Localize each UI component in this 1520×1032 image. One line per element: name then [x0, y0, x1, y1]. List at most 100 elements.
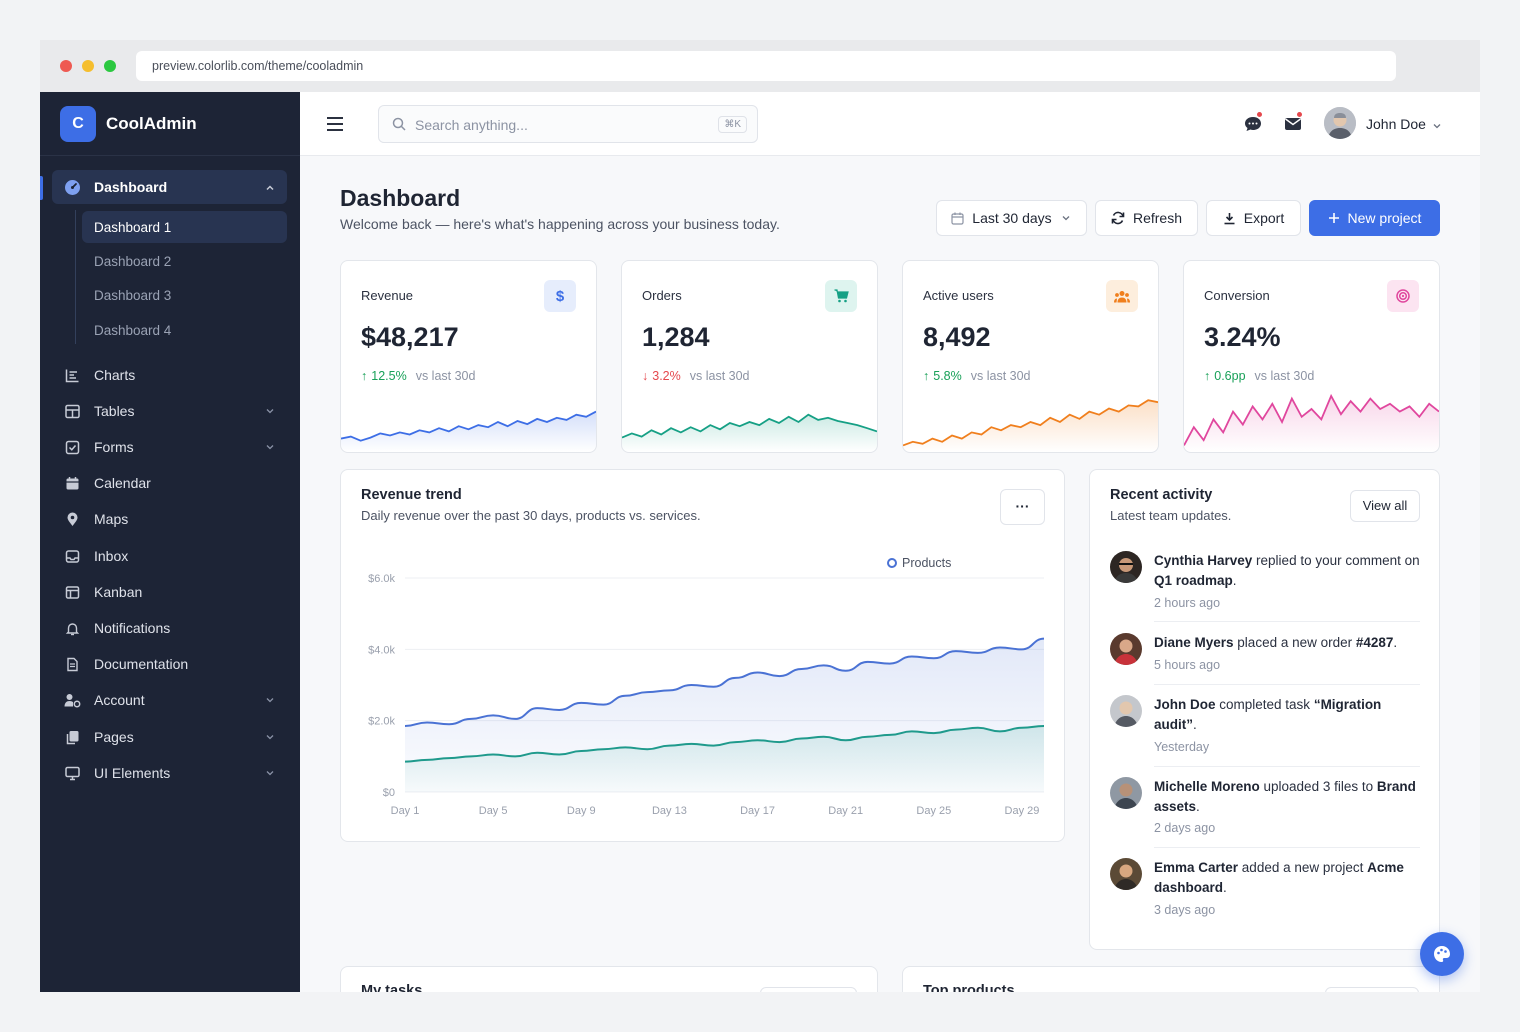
sidebar-item-calendar[interactable]: Calendar — [64, 473, 151, 493]
activity-time: 5 hours ago — [1154, 658, 1221, 672]
card-title: My tasks — [361, 983, 423, 992]
refresh-label: Refresh — [1132, 210, 1183, 226]
chevron-down-icon — [1062, 216, 1070, 221]
close-window-dot[interactable] — [60, 60, 72, 72]
mail-icon[interactable] — [1283, 111, 1303, 134]
user-name[interactable]: John Doe — [1366, 116, 1426, 132]
chevron-down-icon[interactable] — [1432, 121, 1442, 131]
avatar — [1110, 633, 1142, 665]
view-all-button[interactable]: View all — [1350, 490, 1420, 522]
address-bar[interactable]: preview.colorlib.com/theme/cooladmin — [136, 51, 1396, 81]
legend-label: Products — [902, 556, 951, 570]
browser-chrome: preview.colorlib.com/theme/cooladmin — [40, 40, 1480, 92]
stat-delta: ↑ 0.6pp vs last 30d — [1204, 369, 1314, 383]
page-title: Dashboard — [340, 185, 461, 211]
sidebar-item-dashboard-row[interactable]: Dashboard — [64, 177, 167, 197]
delta-value: 12.5% — [371, 369, 407, 383]
export-label: Export — [1243, 210, 1285, 226]
new-project-button[interactable]: New project — [1309, 200, 1440, 236]
brand-name: CoolAdmin — [106, 114, 197, 133]
date-range-select[interactable]: Last 30 days — [936, 200, 1087, 236]
chevron-down-icon[interactable] — [264, 731, 276, 743]
stat-delta: ↓ 3.2% vs last 30d — [642, 369, 750, 383]
sidebar-item-kanban[interactable]: Kanban — [64, 582, 142, 602]
y-tick-label: $6.0k — [368, 573, 395, 585]
chevron-down-icon[interactable] — [264, 405, 276, 417]
divider — [1154, 847, 1420, 848]
chevron-down-icon[interactable] — [264, 767, 276, 779]
series-area — [405, 726, 1044, 792]
x-tick-label: Day 17 — [740, 805, 775, 817]
avatar[interactable] — [1324, 107, 1356, 139]
calendar-icon — [951, 212, 964, 225]
card-action-button[interactable] — [760, 987, 857, 992]
stat-value: 3.24% — [1204, 322, 1281, 352]
sidebar-item-ui-elements[interactable]: UI Elements — [64, 763, 170, 783]
series-line — [404, 725, 1045, 763]
submenu-item-dashboard-1[interactable]: Dashboard 1 — [94, 220, 172, 235]
sidebar-item-inbox[interactable]: Inbox — [64, 546, 128, 566]
chevron-up-icon[interactable] — [264, 182, 276, 194]
sparkline — [1184, 393, 1439, 452]
card-title: Top products — [923, 983, 1015, 992]
checkbox-icon — [64, 439, 81, 456]
divider — [1154, 766, 1420, 767]
y-tick-label: $4.0k — [368, 644, 395, 656]
card-action-button[interactable] — [1325, 987, 1419, 992]
brand[interactable]: C CoolAdmin — [40, 92, 300, 156]
series-line — [404, 637, 1045, 728]
monitor-icon — [64, 765, 81, 782]
sidebar-item-tables[interactable]: Tables — [64, 401, 134, 421]
activity-text: John Doe completed task “Migration audit… — [1154, 697, 1382, 732]
y-tick-label: $0 — [383, 787, 395, 799]
map-pin-icon — [64, 511, 81, 528]
plus-icon — [1328, 213, 1339, 223]
hamburger-menu-icon[interactable] — [326, 116, 344, 132]
users-icon — [1106, 280, 1138, 312]
sidebar-item-pages[interactable]: Pages — [64, 727, 134, 747]
sidebar-item-maps[interactable]: Maps — [64, 509, 128, 529]
stat-label: Orders — [642, 288, 682, 303]
sidebar-item-notifications[interactable]: Notifications — [64, 618, 170, 638]
chevron-down-icon[interactable] — [264, 694, 276, 706]
cart-icon — [825, 280, 857, 312]
activity-text: Michelle Moreno uploaded 3 files to Bran… — [1154, 779, 1416, 814]
x-tick-label: Day 21 — [828, 805, 863, 817]
stat-card-conversion: Conversion 3.24% ↑ 0.6pp vs last 30d — [1183, 260, 1440, 453]
more-options-button[interactable]: ··· — [1000, 489, 1045, 525]
stat-value: 8,492 — [923, 322, 991, 352]
dollar-icon: $ — [544, 280, 576, 312]
sidebar-item-dashboard[interactable] — [52, 170, 287, 204]
delta-compare: vs last 30d — [1254, 369, 1315, 383]
sidebar-item-label: Forms — [94, 439, 134, 455]
legend-marker — [887, 558, 897, 568]
x-tick-label: Day 5 — [479, 805, 508, 817]
sidebar-item-label: Pages — [94, 729, 134, 745]
submenu-item-dashboard-2[interactable]: Dashboard 2 — [94, 254, 172, 269]
sidebar-item-account[interactable]: Account — [64, 690, 145, 710]
export-button[interactable]: Export — [1206, 200, 1301, 236]
sidebar-item-charts[interactable]: Charts — [64, 365, 135, 385]
theme-customizer-button[interactable] — [1420, 932, 1464, 976]
arrow-up-icon: ↑ — [923, 369, 930, 383]
minimize-window-dot[interactable] — [82, 60, 94, 72]
calendar-icon — [64, 475, 81, 492]
submenu-item-dashboard-4[interactable]: Dashboard 4 — [94, 323, 172, 338]
avatar — [1110, 551, 1142, 583]
chat-icon[interactable] — [1243, 111, 1263, 134]
search-input[interactable]: Search anything... ⌘K — [378, 105, 758, 143]
arrow-down-icon: ↓ — [642, 369, 649, 383]
maximize-window-dot[interactable] — [104, 60, 116, 72]
x-tick-label: Day 13 — [652, 805, 687, 817]
submenu-item-dashboard-3[interactable]: Dashboard 3 — [94, 288, 172, 303]
my-tasks-card: My tasks — [340, 966, 878, 992]
sidebar-item-label: Documentation — [94, 656, 189, 672]
delta-value: 0.6pp — [1214, 369, 1246, 383]
sidebar-item-forms[interactable]: Forms — [64, 437, 134, 457]
chevron-down-icon[interactable] — [264, 441, 276, 453]
sidebar-item-documentation[interactable]: Documentation — [64, 654, 188, 674]
refresh-button[interactable]: Refresh — [1095, 200, 1198, 236]
activity-time: 3 days ago — [1154, 903, 1216, 917]
notification-dot — [1296, 111, 1303, 118]
sidebar-item-label: Notifications — [94, 620, 171, 636]
